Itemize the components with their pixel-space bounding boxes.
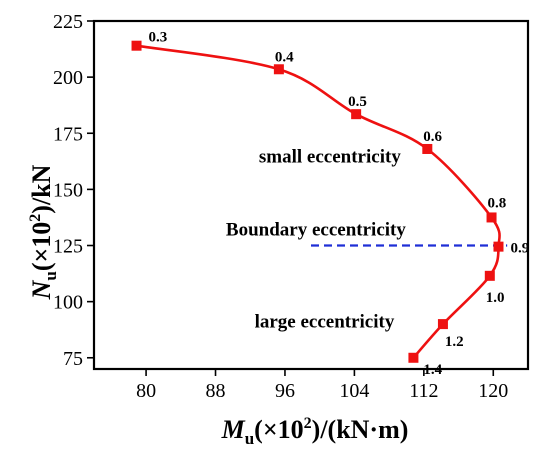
data-point-marker bbox=[486, 212, 497, 223]
data-label: 0.8 bbox=[488, 195, 507, 211]
data-label: 1.2 bbox=[445, 334, 464, 350]
data-label: 0.3 bbox=[149, 30, 168, 46]
data-label: 0.9 bbox=[510, 241, 529, 257]
plot-frame bbox=[92, 19, 530, 371]
data-label: 0.6 bbox=[423, 129, 442, 145]
y-axis-title: Nu(×102)/kN bbox=[27, 164, 60, 300]
data-point-marker bbox=[437, 319, 448, 330]
y-tick-label: 150 bbox=[53, 179, 83, 201]
y-tick-label: 225 bbox=[53, 11, 83, 33]
x-tick-label: 80 bbox=[136, 380, 156, 402]
data-point-marker bbox=[493, 241, 504, 252]
x-tick-label: 88 bbox=[206, 380, 226, 402]
y-tick-label: 200 bbox=[53, 67, 83, 89]
data-point-marker bbox=[422, 143, 433, 154]
annotation-text: Boundary eccentricity bbox=[226, 219, 406, 240]
data-point-marker bbox=[351, 109, 362, 120]
y-tick-label: 100 bbox=[53, 292, 83, 314]
data-point-marker bbox=[408, 352, 419, 363]
axis-ticks: 80 88 96 104 112 120 75 100 125 150 175 200 225 bbox=[53, 11, 508, 402]
data-point-marker bbox=[484, 270, 495, 281]
annotation-text: large eccentricity bbox=[255, 311, 395, 332]
annotation-text: small eccentricity bbox=[259, 146, 401, 167]
data-label: 1.0 bbox=[486, 290, 505, 306]
series-markers bbox=[131, 40, 504, 363]
data-label: 1.4 bbox=[423, 362, 442, 378]
data-label: 0.4 bbox=[275, 49, 294, 65]
point-labels: 0.3 0.4 0.5 0.6 0.8 0.9 1.0 1.21.4 bbox=[149, 30, 530, 378]
data-point-marker bbox=[131, 40, 142, 51]
y-tick-label: 175 bbox=[53, 123, 83, 145]
data-point-marker bbox=[273, 64, 284, 75]
annotations: small eccentricity Boundary eccentricity l… bbox=[226, 146, 406, 332]
x-tick-label: 120 bbox=[478, 380, 508, 402]
y-tick-label: 125 bbox=[53, 236, 83, 258]
data-label: 0.5 bbox=[348, 94, 367, 110]
x-tick-label: 112 bbox=[409, 380, 438, 402]
y-tick-label: 75 bbox=[63, 348, 83, 370]
x-tick-label: 104 bbox=[339, 380, 369, 402]
x-tick-label: 96 bbox=[275, 380, 295, 402]
x-axis-title: Mu(×102)/(kN·m) bbox=[221, 415, 409, 448]
